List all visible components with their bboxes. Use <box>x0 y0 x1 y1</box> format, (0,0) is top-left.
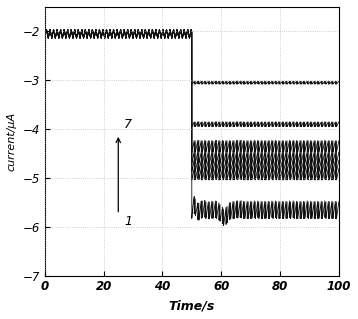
Text: 7: 7 <box>124 118 132 131</box>
Y-axis label: current/μA: current/μA <box>7 112 17 171</box>
X-axis label: Time/s: Time/s <box>169 299 215 312</box>
Text: 1: 1 <box>124 215 132 228</box>
